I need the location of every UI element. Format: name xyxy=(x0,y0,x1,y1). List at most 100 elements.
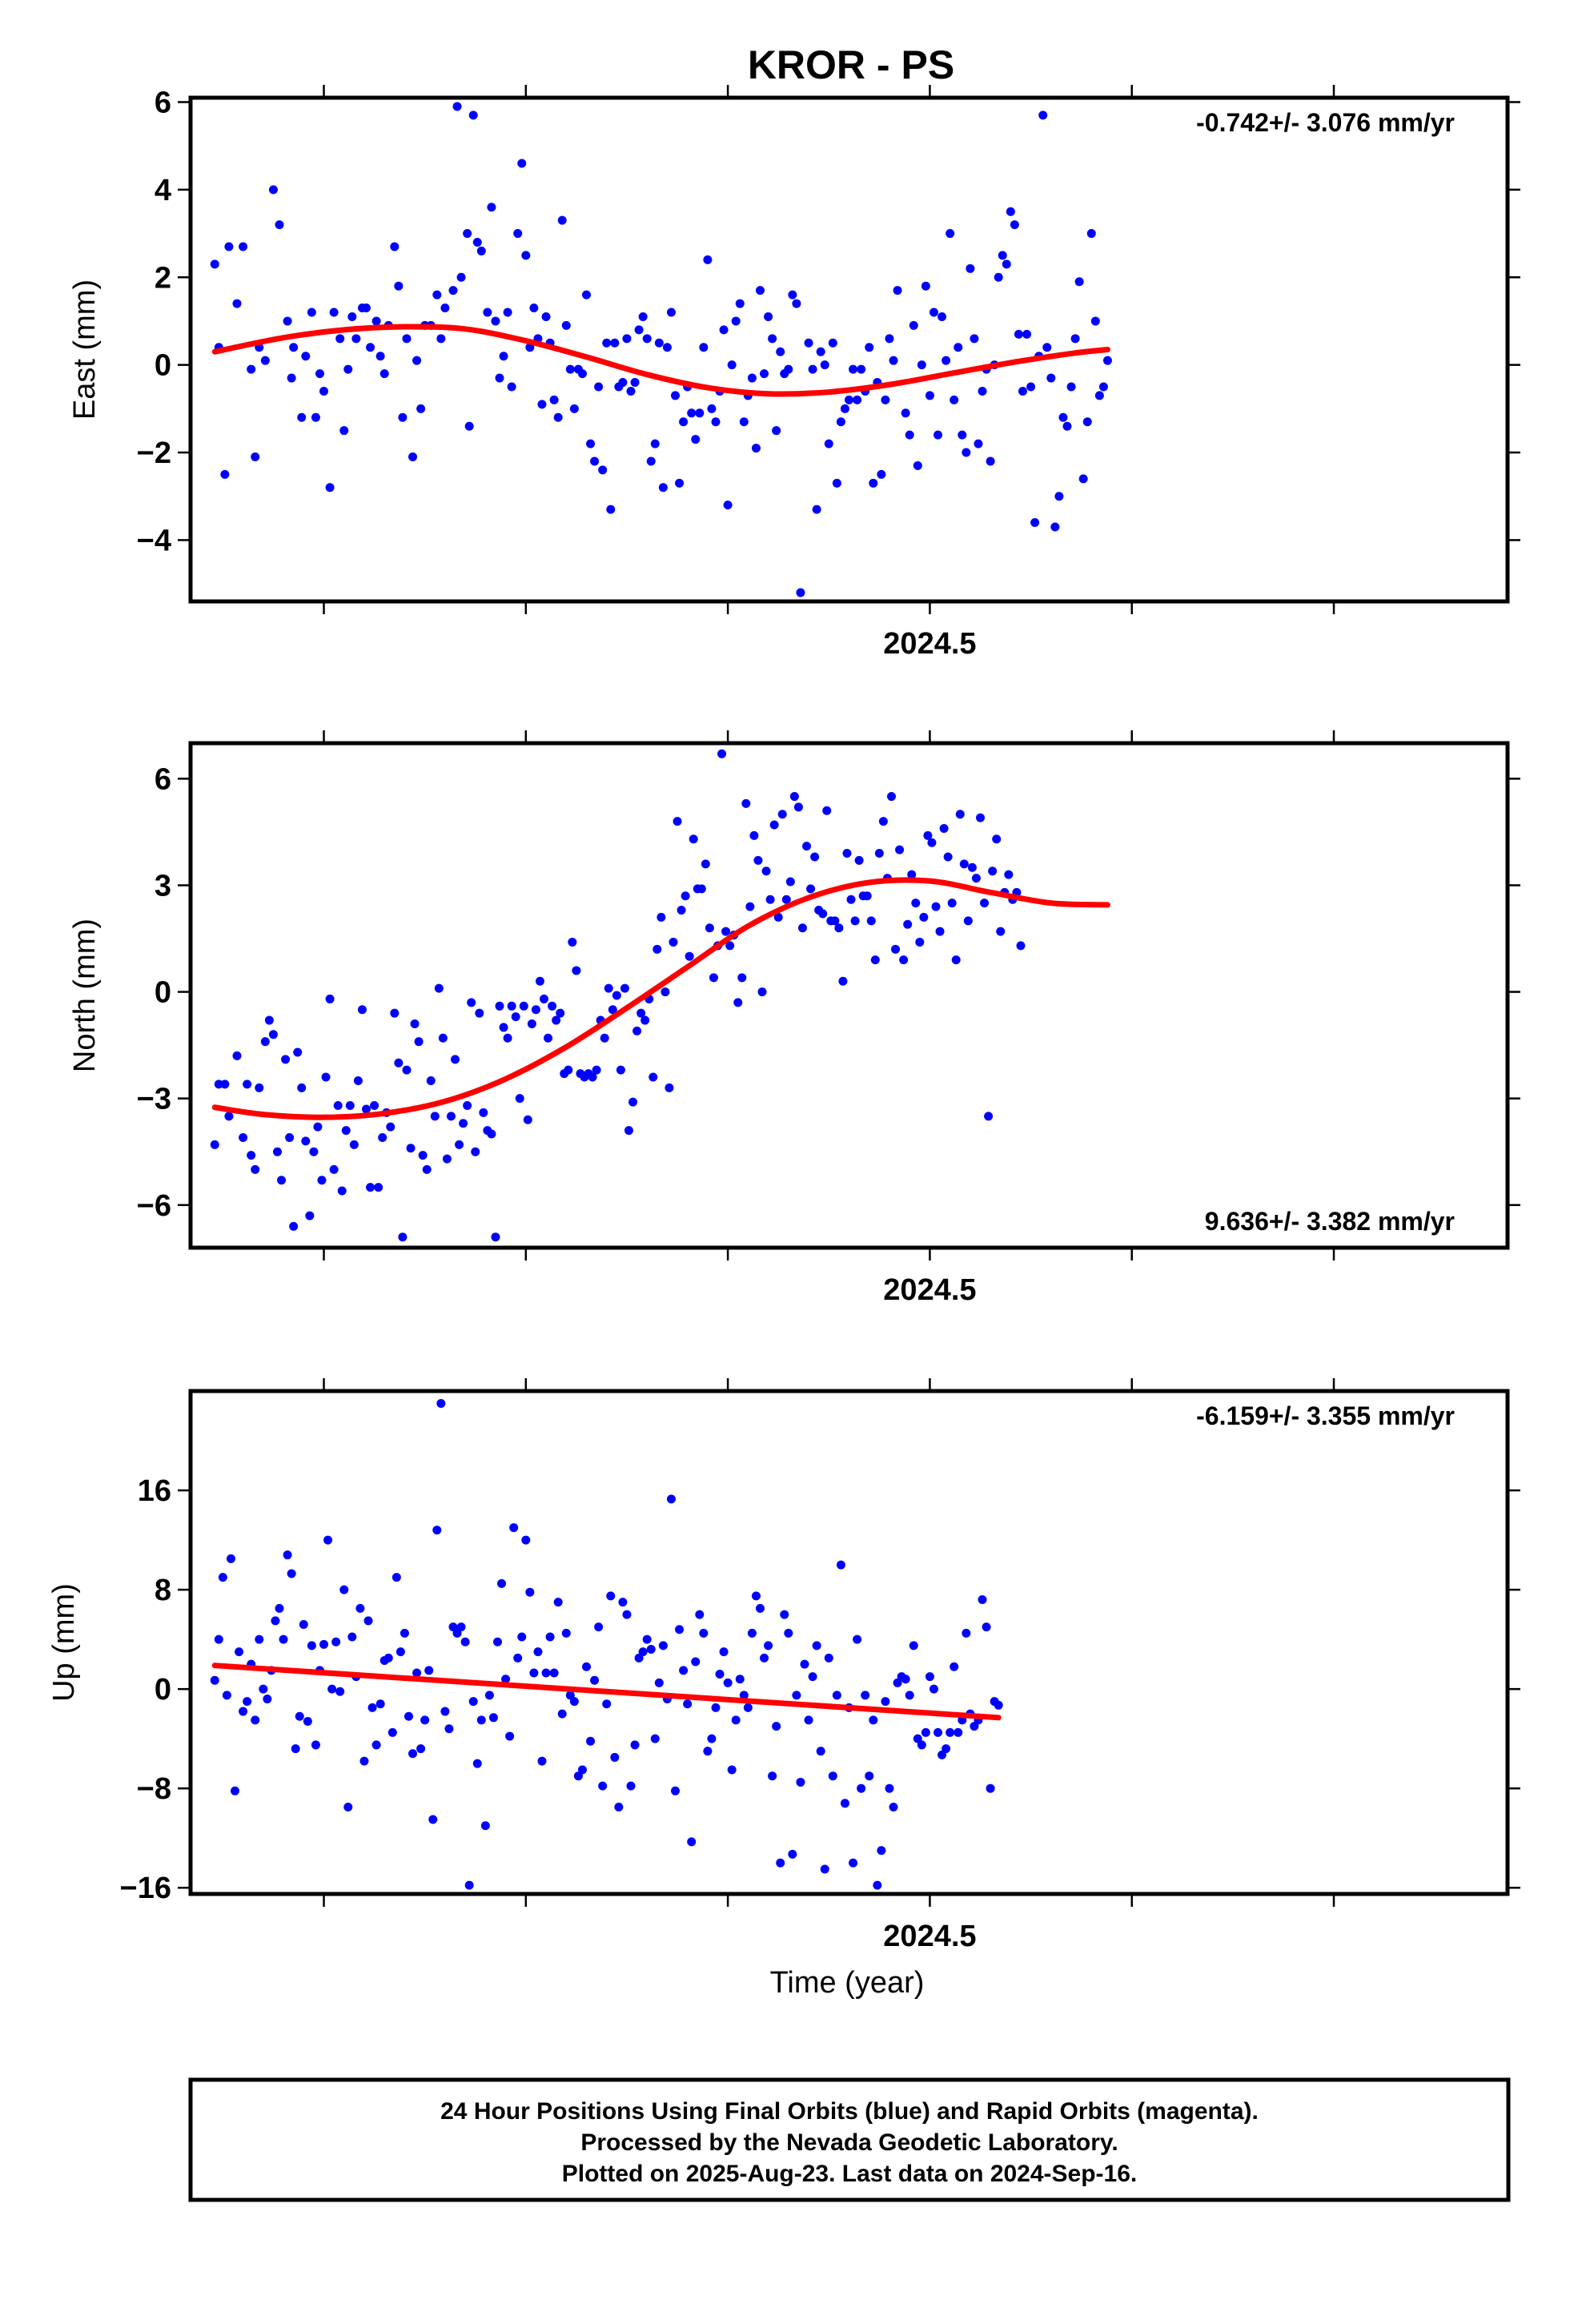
data-point xyxy=(845,395,853,404)
data-point xyxy=(757,987,767,997)
data-point xyxy=(946,1727,955,1737)
data-point xyxy=(1014,329,1023,339)
data-point xyxy=(846,895,856,904)
footer-line-2: Processed by the Nevada Geodetic Laborat… xyxy=(580,2129,1118,2156)
data-point xyxy=(626,1781,636,1791)
data-point xyxy=(564,1065,573,1075)
data-point xyxy=(297,1083,307,1092)
data-point xyxy=(776,347,785,356)
data-point xyxy=(1090,316,1100,326)
data-point xyxy=(488,1713,498,1723)
data-point xyxy=(970,334,979,344)
data-point xyxy=(307,308,316,317)
data-point xyxy=(343,1802,353,1811)
data-point xyxy=(430,1112,440,1121)
data-point xyxy=(796,588,805,597)
data-point xyxy=(905,430,914,440)
data-point xyxy=(341,1126,351,1136)
data-point xyxy=(753,855,763,865)
data-point xyxy=(812,1641,821,1651)
data-point xyxy=(606,1591,616,1601)
y-tick-label: −8 xyxy=(137,1772,171,1806)
data-point xyxy=(335,334,345,344)
data-point xyxy=(671,391,681,400)
data-point xyxy=(656,912,666,922)
data-point xyxy=(781,895,791,904)
data-point xyxy=(715,1670,725,1679)
data-point xyxy=(499,352,508,361)
data-point xyxy=(446,1112,456,1121)
data-point xyxy=(755,1603,765,1613)
panel-frame xyxy=(188,95,1510,604)
data-point xyxy=(464,421,474,431)
y-tick-label: 4 xyxy=(155,174,171,207)
data-point xyxy=(260,356,270,365)
data-point xyxy=(695,1610,705,1619)
data-point xyxy=(375,1699,385,1709)
data-point xyxy=(737,973,747,983)
data-point xyxy=(901,1675,910,1684)
data-point xyxy=(727,360,737,370)
data-point xyxy=(925,391,934,400)
data-point xyxy=(323,1535,333,1545)
data-point xyxy=(857,364,866,374)
data-point xyxy=(741,798,751,808)
data-point xyxy=(725,941,735,951)
data-point xyxy=(569,1697,579,1707)
data-point xyxy=(247,1151,256,1160)
data-point xyxy=(366,343,375,352)
data-point xyxy=(586,1736,596,1746)
data-point xyxy=(349,1140,359,1149)
data-point xyxy=(537,400,547,409)
data-point xyxy=(634,325,644,335)
data-point xyxy=(683,1699,693,1709)
data-point xyxy=(818,909,828,919)
data-point xyxy=(646,1645,656,1655)
data-point xyxy=(420,1715,430,1725)
data-point xyxy=(343,364,353,374)
data-point xyxy=(460,1637,470,1647)
data-point xyxy=(865,1771,874,1781)
data-point xyxy=(733,998,743,1007)
data-point xyxy=(820,1864,829,1874)
data-point xyxy=(600,1033,609,1043)
data-point xyxy=(459,1119,468,1128)
data-point xyxy=(824,1653,833,1663)
data-point xyxy=(305,1211,315,1220)
data-point xyxy=(721,927,731,936)
data-point xyxy=(731,316,741,326)
data-point xyxy=(418,1151,428,1160)
data-point xyxy=(687,408,697,418)
data-point xyxy=(675,1625,685,1634)
data-point xyxy=(768,1771,777,1781)
data-point xyxy=(1098,382,1108,392)
data-point xyxy=(984,1112,994,1121)
fit-curve xyxy=(211,324,1110,397)
data-point xyxy=(772,1722,781,1731)
data-point xyxy=(549,1668,559,1678)
data-point xyxy=(709,973,718,983)
data-point xyxy=(370,1101,379,1111)
data-point xyxy=(962,1628,971,1638)
data-point xyxy=(711,1703,721,1712)
data-point xyxy=(816,347,825,356)
data-point xyxy=(707,404,717,413)
data-point xyxy=(747,1628,757,1638)
data-point xyxy=(705,923,714,933)
data-point xyxy=(788,290,797,300)
data-point xyxy=(544,1033,553,1043)
data-point xyxy=(955,810,965,819)
data-point xyxy=(911,899,921,908)
figure-title: KROR - PS xyxy=(748,42,954,87)
data-point xyxy=(483,308,492,317)
data-point xyxy=(828,338,837,348)
data-point xyxy=(942,1744,951,1754)
data-point xyxy=(259,1684,268,1694)
data-point xyxy=(921,1727,930,1737)
data-point xyxy=(628,1097,638,1107)
data-point xyxy=(614,1802,624,1811)
data-point xyxy=(517,1632,527,1642)
data-point xyxy=(652,944,662,954)
data-point xyxy=(408,452,418,462)
data-point xyxy=(283,1550,292,1560)
